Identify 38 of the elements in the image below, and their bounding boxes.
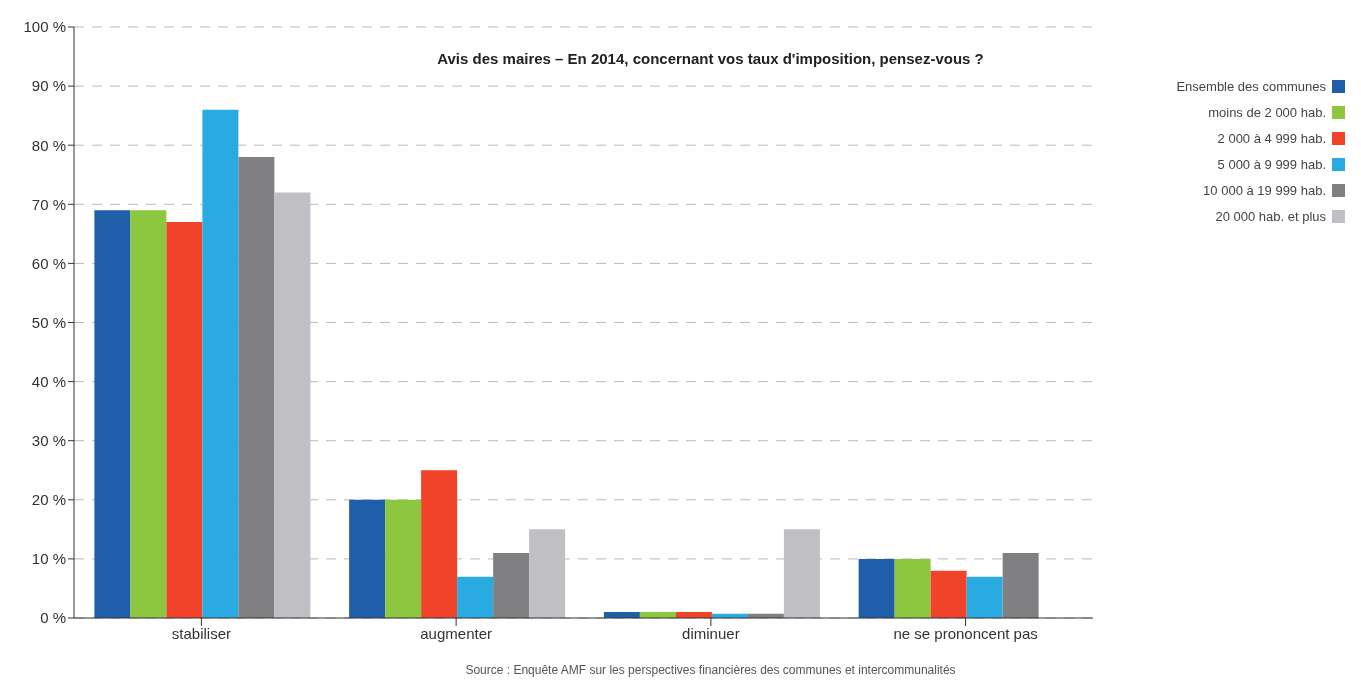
x-tick-label: augmenter bbox=[420, 624, 492, 642]
bar bbox=[457, 576, 494, 618]
bar bbox=[166, 222, 203, 618]
x-tick-label: ne se prononcent pas bbox=[893, 624, 1038, 642]
bar bbox=[966, 576, 1003, 618]
bar bbox=[930, 570, 967, 618]
bar bbox=[238, 157, 275, 618]
legend-label: 5 000 à 9 999 hab. bbox=[1217, 156, 1326, 172]
y-tick-label: 30 % bbox=[31, 432, 66, 450]
y-tick-label: 40 % bbox=[31, 372, 66, 390]
y-tick-label: 100 % bbox=[23, 18, 66, 36]
legend-label: 10 000 à 19 999 hab. bbox=[1203, 182, 1326, 198]
bar bbox=[349, 499, 386, 618]
bar bbox=[858, 558, 895, 618]
legend-label: 20 000 hab. et plus bbox=[1215, 208, 1326, 224]
y-tick-label: 10 % bbox=[31, 550, 66, 568]
bar bbox=[894, 558, 931, 618]
y-tick-label: 90 % bbox=[31, 77, 66, 95]
y-tick-label: 70 % bbox=[31, 195, 66, 213]
legend-label: 2 000 à 4 999 hab. bbox=[1217, 130, 1326, 146]
text: Avis des maires – En 2014, concernant vos taux d'imposition, pensez-vous ? bbox=[436, 50, 985, 67]
y-tick-label: 20 % bbox=[31, 491, 66, 509]
bar bbox=[202, 109, 239, 618]
legend-label: Ensemble des communes bbox=[1176, 78, 1326, 94]
y-tick-label: 60 % bbox=[31, 254, 66, 272]
x-tick-label: diminuer bbox=[682, 624, 740, 642]
source-note: Source : Enquête AMF sur les perspectives financières des communes et intercommunalités bbox=[464, 663, 957, 677]
bar bbox=[130, 210, 167, 618]
bar bbox=[94, 210, 131, 618]
legend-label: moins de 2 000 hab. bbox=[1208, 104, 1326, 120]
bar bbox=[493, 552, 530, 618]
y-tick-label: 0 % bbox=[40, 609, 66, 627]
bar bbox=[421, 470, 458, 618]
y-tick-label: 80 % bbox=[31, 136, 66, 154]
bar bbox=[1002, 552, 1039, 618]
y-tick-label: 50 % bbox=[31, 313, 66, 331]
bar bbox=[385, 499, 422, 618]
x-tick-label: stabiliser bbox=[171, 624, 231, 642]
